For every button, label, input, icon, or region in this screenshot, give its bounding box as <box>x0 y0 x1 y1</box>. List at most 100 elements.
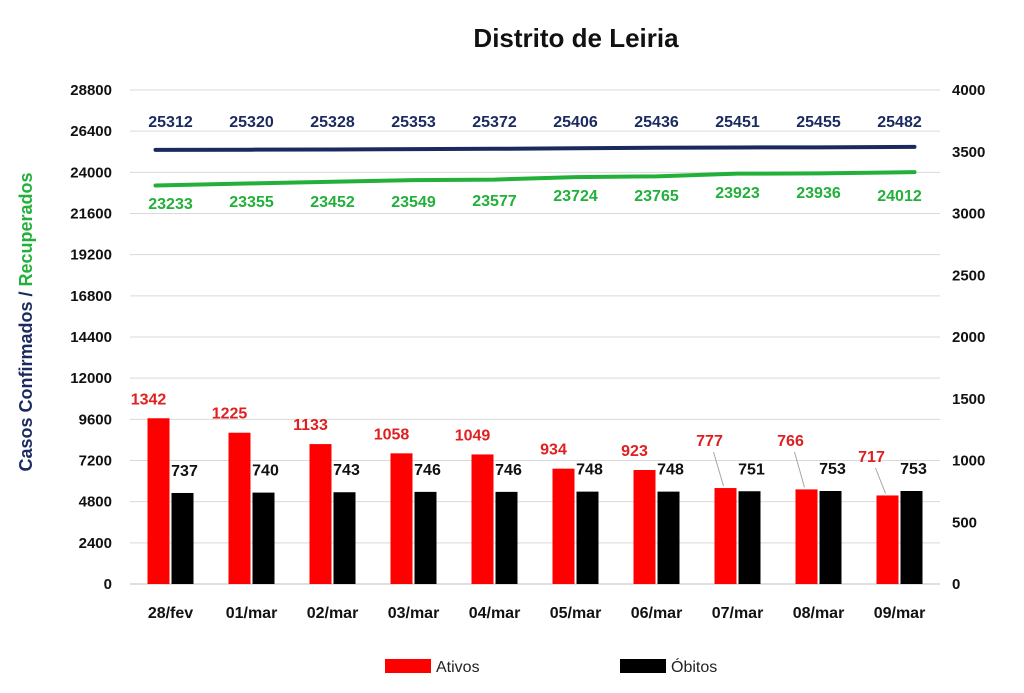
x-tick-label: 02/mar <box>307 605 359 622</box>
bar-obitos <box>657 491 680 584</box>
x-tick-label: 04/mar <box>469 605 521 622</box>
y-tick-label: 24000 <box>70 164 112 181</box>
data-label-recuperados: 23233 <box>148 196 193 213</box>
data-label-confirmados: 25320 <box>229 114 274 131</box>
data-label-recuperados: 23355 <box>229 194 274 211</box>
data-label-recuperados: 23452 <box>310 194 355 211</box>
data-label-confirmados: 25451 <box>715 114 760 131</box>
data-label-confirmados: 25436 <box>634 114 679 131</box>
x-tick-label: 28/fev <box>148 605 193 622</box>
y-tick-label: 19200 <box>70 247 112 264</box>
axis-ticks: 0 2400 4800 7200 9600 12000 14400 16800 19200 216… <box>70 82 985 622</box>
x-tick-label: 01/mar <box>226 605 278 622</box>
data-label-confirmados: 25482 <box>877 114 922 131</box>
legend-label-obitos: Óbitos <box>671 657 717 676</box>
data-label-obitos: 748 <box>576 462 603 479</box>
y2-tick-label: 1000 <box>952 453 985 470</box>
data-label-confirmados: 25353 <box>391 114 436 131</box>
bar-obitos <box>819 491 842 584</box>
bar-ativos <box>147 418 170 584</box>
data-label-recuperados: 23765 <box>634 188 679 205</box>
data-label-ativos: 1225 <box>212 406 248 423</box>
leader-line <box>794 451 805 488</box>
bar-ativos <box>714 488 737 584</box>
data-label-ativos: 766 <box>777 433 804 450</box>
data-label-confirmados: 25328 <box>310 114 355 131</box>
data-label-ativos: 777 <box>696 433 723 450</box>
bar-ativos <box>552 468 575 584</box>
y-label-confirmados: Casos Confirmados <box>16 302 36 472</box>
data-label-ativos: 1342 <box>131 391 167 408</box>
y2-tick-label: 3500 <box>952 144 985 161</box>
data-label-confirmados: 25406 <box>553 114 598 131</box>
y2-tick-label: 0 <box>952 576 960 593</box>
bar-obitos <box>576 491 599 584</box>
bar-obitos <box>900 491 923 584</box>
data-labels: 25312 25320 25328 25353 25372 25406 25436 25451… <box>131 114 927 494</box>
y-tick-label: 14400 <box>70 329 112 346</box>
data-label-obitos: 753 <box>819 461 846 478</box>
bar-obitos <box>738 491 761 584</box>
data-label-confirmados: 25312 <box>148 114 193 131</box>
legend-swatch-obitos <box>620 659 666 673</box>
bars <box>147 418 923 584</box>
leader-line <box>875 467 886 494</box>
bar-obitos <box>495 491 518 584</box>
data-label-ativos: 923 <box>621 443 648 460</box>
y2-tick-label: 2000 <box>952 329 985 346</box>
bar-obitos <box>333 492 356 584</box>
y-tick-label: 28800 <box>70 82 112 99</box>
bar-obitos <box>171 492 194 584</box>
y-tick-label: 16800 <box>70 288 112 305</box>
x-tick-label: 09/mar <box>874 605 926 622</box>
bar-ativos <box>390 453 413 584</box>
data-label-recuperados: 23936 <box>796 185 841 202</box>
data-label-ativos: 717 <box>858 449 885 466</box>
x-tick-label: 07/mar <box>712 605 764 622</box>
y2-tick-label: 500 <box>952 514 977 531</box>
legend-swatch-ativos <box>385 659 431 673</box>
lines <box>153 144 917 188</box>
data-label-recuperados: 23724 <box>553 188 598 205</box>
legend-label-ativos: Ativos <box>436 659 480 676</box>
data-label-obitos: 737 <box>171 463 198 480</box>
data-label-obitos: 746 <box>414 462 441 479</box>
data-label-recuperados: 24012 <box>877 188 922 205</box>
line-confirmados <box>153 144 917 152</box>
data-label-obitos: 740 <box>252 463 279 480</box>
y-tick-label: 7200 <box>79 453 112 470</box>
data-label-ativos: 1049 <box>455 427 491 444</box>
data-label-ativos: 1133 <box>293 417 328 434</box>
y-tick-label: 2400 <box>79 535 112 552</box>
grid <box>130 89 940 585</box>
legend: Ativos Óbitos <box>385 657 717 676</box>
y2-tick-label: 4000 <box>952 82 985 99</box>
y2-tick-label: 1500 <box>952 391 985 408</box>
y-axis-label: Casos Confirmados / Recuperados <box>16 172 36 471</box>
chart-title: Distrito de Leiria <box>473 23 679 53</box>
data-label-recuperados: 23549 <box>391 194 436 211</box>
bar-ativos <box>795 489 818 584</box>
bar-ativos <box>633 470 656 584</box>
x-tick-label: 08/mar <box>793 605 845 622</box>
y-tick-label: 9600 <box>79 411 112 428</box>
bar-ativos <box>228 432 251 584</box>
y-label-recuperados: Recuperados <box>16 172 36 286</box>
data-label-obitos: 743 <box>333 462 360 479</box>
bar-obitos <box>414 491 437 584</box>
y-tick-label: 26400 <box>70 123 112 140</box>
data-label-recuperados: 23577 <box>472 193 517 210</box>
leader-line <box>713 451 724 487</box>
bar-ativos <box>876 495 899 584</box>
x-tick-label: 03/mar <box>388 605 440 622</box>
data-label-obitos: 753 <box>900 461 927 478</box>
x-tick-label: 06/mar <box>631 605 683 622</box>
y-label-separator: / <box>16 286 36 301</box>
y-tick-label: 21600 <box>70 206 112 223</box>
data-label-confirmados: 25372 <box>472 114 517 131</box>
data-label-obitos: 746 <box>495 462 522 479</box>
x-tick-label: 05/mar <box>550 605 602 622</box>
y-tick-label: 12000 <box>70 370 112 387</box>
y-tick-label: 0 <box>104 576 112 593</box>
